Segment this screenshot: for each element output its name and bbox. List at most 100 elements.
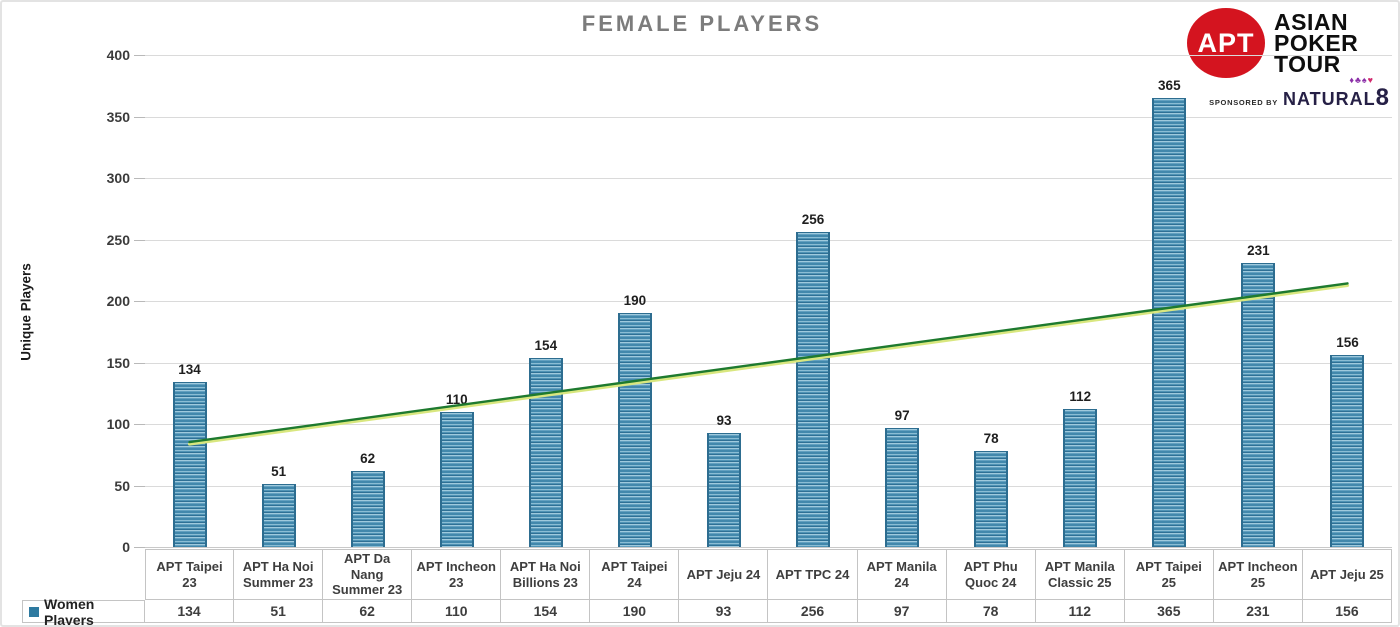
bar-value-label: 154 [534, 337, 558, 353]
table-value-cell: 93 [679, 600, 769, 623]
brand-line: POKER [1274, 29, 1359, 56]
bar [1330, 355, 1365, 547]
bar [617, 313, 652, 547]
gridline [145, 424, 1392, 425]
gridline [145, 239, 1392, 241]
y-axis-tick-label: 100 [106, 416, 130, 432]
gridline [145, 485, 1392, 487]
bar-value-label: 134 [178, 362, 201, 378]
chart-title: FEMALE PLAYERS [581, 11, 823, 36]
gridline [145, 178, 1392, 179]
brand-line: ASIAN [1274, 8, 1349, 35]
table-corner-cell [22, 549, 145, 600]
table-value-cell: 110 [412, 600, 502, 623]
bar-column: 156 [1303, 55, 1392, 547]
table-value-cell: 156 [1302, 600, 1392, 623]
bar [439, 411, 474, 547]
data-table: APT Taipei 23 APT Ha Noi Summer 23 APT Da … [22, 549, 1392, 625]
card-suits-icon: ♦♣♠♥ [1349, 75, 1374, 85]
bar-value-label: 51 [271, 464, 287, 480]
table-value-cell: 78 [946, 600, 1036, 623]
bar-column: 154 [501, 55, 590, 547]
table-category-header-cell: APT Jeju 25 [1302, 549, 1392, 600]
table-value-cell: 62 [323, 600, 413, 623]
table-value-cell: 134 [145, 600, 235, 623]
y-axis-tick-mark [134, 178, 145, 179]
bar-column: 190 [590, 55, 679, 547]
y-axis-tick-label: 50 [114, 477, 130, 494]
legend-marker-icon [29, 606, 39, 617]
gridline [145, 55, 1392, 56]
y-axis-tick-label: 250 [106, 231, 130, 248]
table-category-header-cell: APT Ha Noi Billions 23 [501, 549, 591, 600]
bar-value-label: 110 [445, 391, 468, 407]
bar-value-label: 365 [1158, 78, 1181, 94]
bar [1241, 262, 1276, 547]
bar [350, 470, 385, 547]
bar-column: 97 [858, 55, 947, 547]
trend-line [188, 282, 1349, 444]
bar-value-label: 156 [1336, 335, 1359, 351]
y-axis-tick-mark [134, 116, 145, 118]
bar-value-label: 231 [1247, 242, 1270, 258]
y-axis-tick-mark [134, 301, 145, 302]
table-value-cell: 154 [501, 600, 591, 623]
table-value-cell: 51 [234, 600, 324, 623]
y-axis-tick-label: 400 [106, 47, 130, 63]
table-category-header-cell: APT TPC 24 [768, 549, 858, 600]
bar-column: 134 [145, 55, 234, 547]
y-axis-tick-mark [134, 362, 145, 364]
bar [1152, 98, 1187, 547]
bar [885, 427, 920, 547]
table-value-cell: 231 [1213, 600, 1303, 623]
y-axis-tick-mark [134, 485, 145, 487]
legend-cell: Women Players [22, 596, 145, 625]
bar-column: 110 [412, 55, 501, 547]
natural8-logo: ♦♣♠♥ NATURAL8 [1282, 75, 1390, 112]
bar [796, 232, 831, 547]
apt-badge-text: APT [1197, 27, 1255, 58]
table-category-header-cell: APT Taipei 25 [1124, 549, 1214, 600]
bar-value-label: 78 [983, 431, 999, 447]
y-axis-tick-mark [134, 547, 145, 548]
y-axis-tick-mark [134, 424, 145, 425]
bar-column: 78 [947, 55, 1036, 547]
bar-column: 93 [679, 55, 768, 547]
bar-column: 51 [234, 55, 323, 547]
table-category-header-cell: APT Manila Classic 25 [1035, 549, 1125, 600]
bar-value-label: 93 [716, 412, 732, 428]
table-category-header-cell: APT Taipei 23 [145, 549, 235, 600]
table-category-header-cell: APT Taipei 24 [590, 549, 680, 600]
bar-column: 256 [769, 55, 858, 547]
table-value-cell: 97 [857, 600, 947, 623]
table-category-header-cell: APT Phu Quoc 24 [946, 549, 1036, 600]
bar-value-label: 97 [894, 407, 910, 423]
bar-value-label: 62 [360, 450, 376, 466]
table-category-header-cell: APT Manila 24 [857, 549, 947, 600]
apt-brand-text: ASIAN POKER TOUR [1274, 8, 1359, 75]
gridline [145, 301, 1392, 302]
table-category-header-cell: APT Ha Noi Summer 23 [234, 549, 324, 600]
table-category-header-cell: APT Incheon 25 [1213, 549, 1303, 600]
table-value-cell: 256 [768, 600, 858, 623]
bar [974, 451, 1009, 547]
plot-area: 134 51 62 110 154 190 93 256 97 78 112 365 231 156 [145, 55, 1392, 548]
apt-logo-badge: APT [1187, 8, 1265, 78]
trend-line-svg [187, 282, 1350, 446]
bar-column: 365 [1125, 55, 1214, 547]
gridline [145, 116, 1392, 118]
trend-line-highlight [187, 283, 1350, 446]
bar [1063, 409, 1098, 547]
sponsor-row: SPONSORED BY ♦♣♠♥ NATURAL8 [1187, 75, 1392, 112]
sponsored-by-label: SPONSORED BY [1209, 98, 1278, 107]
y-axis-tick-label: 350 [106, 108, 130, 125]
table-category-header-cell: APT Da Nang Summer 23 [323, 549, 413, 600]
y-axis-tick-label: 200 [106, 293, 130, 309]
legend-label: Women Players [44, 595, 95, 627]
bar-column: 62 [323, 55, 412, 547]
bar [261, 484, 296, 547]
table-category-header-cell: APT Incheon 23 [412, 549, 502, 600]
table-value-cell: 190 [590, 600, 680, 623]
y-axis-tick-label: 300 [106, 170, 130, 186]
